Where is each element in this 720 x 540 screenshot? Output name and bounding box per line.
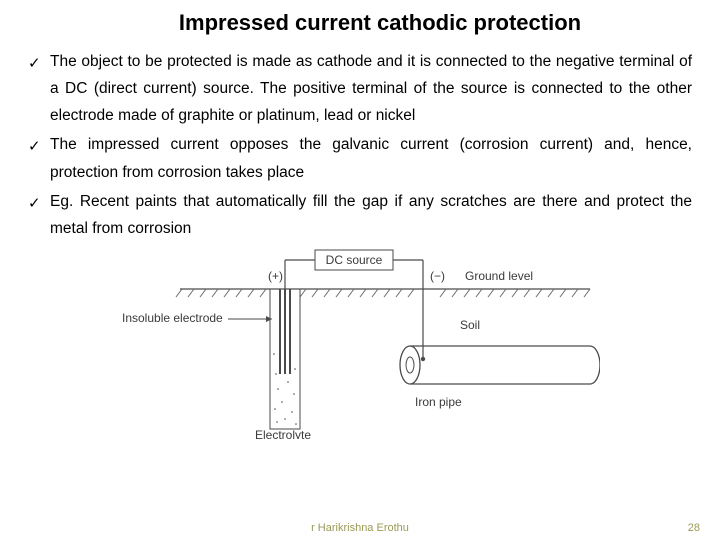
soil-label: Soil	[460, 318, 480, 332]
plus-label: (+)	[268, 269, 283, 283]
check-icon: ✓	[28, 51, 41, 77]
bullet-text: The impressed current opposes the galvan…	[50, 136, 692, 180]
minus-label: (−)	[430, 269, 445, 283]
ground-level-label: Ground level	[465, 269, 533, 283]
iron-pipe-label: Iron pipe	[415, 395, 462, 409]
electrolyte-label: Electrolyte	[255, 428, 311, 439]
bullet-text: The object to be protected is made as ca…	[50, 53, 692, 124]
slide-title: Impressed current cathodic protection	[28, 10, 692, 36]
list-item: ✓ The object to be protected is made as …	[28, 48, 692, 129]
footer-author: r Harikrishna Erothu	[0, 522, 720, 534]
check-icon: ✓	[28, 134, 41, 160]
bullet-text: Eg. Recent paints that automatically fil…	[50, 193, 692, 237]
list-item: ✓ Eg. Recent paints that automatically f…	[28, 188, 692, 242]
cathodic-protection-diagram: DC source (+) (−) Ground level	[120, 244, 600, 439]
check-icon: ✓	[28, 191, 41, 217]
list-item: ✓ The impressed current opposes the galv…	[28, 131, 692, 185]
iron-pipe	[400, 346, 600, 384]
dc-source-label: DC source	[326, 253, 383, 267]
bullet-list: ✓ The object to be protected is made as …	[28, 48, 692, 242]
footer-page-number: 28	[688, 522, 700, 534]
insoluble-electrode-label: Insoluble electrode	[122, 311, 223, 325]
